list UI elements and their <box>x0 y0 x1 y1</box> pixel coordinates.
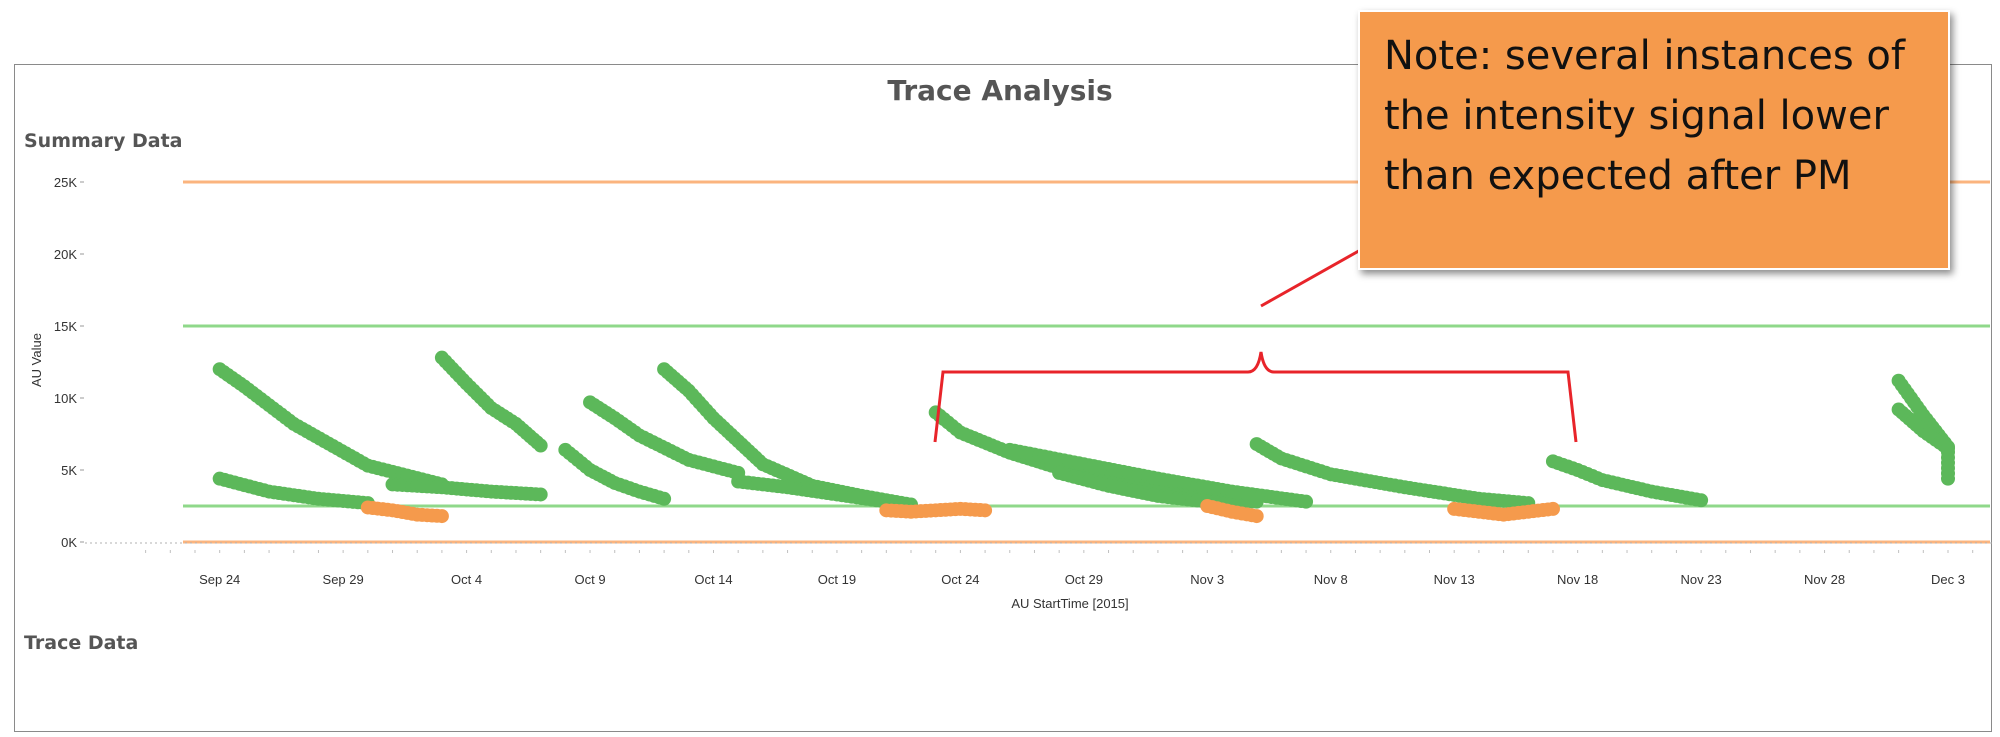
data-point <box>1941 471 1955 486</box>
y-tick-label: 5K <box>61 463 77 478</box>
data-point <box>1545 501 1560 516</box>
x-tick-label: Nov 18 <box>1557 572 1598 587</box>
x-tick-label: Sep 24 <box>199 572 240 587</box>
y-tick-label: 10K <box>54 391 77 406</box>
x-tick-label: Oct 29 <box>1065 572 1103 587</box>
x-tick-label: Sep 29 <box>323 572 364 587</box>
annotation-bracket <box>933 351 1578 443</box>
trace-data-label: Trace Data <box>24 632 139 654</box>
chart-title: Trace Analysis <box>887 74 1113 107</box>
data-points <box>212 350 1955 524</box>
chart-frame <box>14 64 1992 732</box>
x-tick-label: Oct 14 <box>694 572 732 587</box>
data-point <box>1941 441 1955 456</box>
x-tick-label: Nov 28 <box>1804 572 1845 587</box>
x-tick-label: Nov 13 <box>1434 572 1475 587</box>
y-axis: 0K 5K 10K 15K 20K 25K <box>54 175 84 550</box>
y-tick-label: 20K <box>54 247 77 262</box>
x-tick-label: Oct 19 <box>818 572 856 587</box>
x-tick-label: Nov 23 <box>1680 572 1721 587</box>
x-tick-label: Nov 8 <box>1314 572 1348 587</box>
annotation-note: Note: several instances of the intensity… <box>1358 10 1950 270</box>
x-tick-label: Dec 3 <box>1931 572 1965 587</box>
y-tick-label: 25K <box>54 175 77 190</box>
annotation-leader-line <box>1260 246 1365 308</box>
x-tick-label: Oct 24 <box>941 572 979 587</box>
data-point <box>1694 493 1709 508</box>
y-axis-title: AU Value <box>29 333 44 387</box>
data-point <box>533 487 548 502</box>
data-point <box>657 491 672 506</box>
data-point <box>1249 509 1264 524</box>
x-axis-title: AU StartTime [2015] <box>1011 596 1128 611</box>
data-point <box>978 503 993 518</box>
summary-data-label: Summary Data <box>24 130 183 152</box>
x-tick-label: Nov 3 <box>1190 572 1224 587</box>
x-tick-label: Oct 9 <box>575 572 606 587</box>
data-point <box>434 509 449 524</box>
data-point <box>1299 494 1314 509</box>
y-tick-label: 0K <box>61 535 77 550</box>
data-point <box>533 438 548 453</box>
y-tick-label: 15K <box>54 319 77 334</box>
x-axis: Sep 24 Sep 29 Oct 4 Oct 9 Oct 14 Oct 19 Oct 24… <box>145 550 1974 587</box>
x-tick-label: Oct 4 <box>451 572 482 587</box>
